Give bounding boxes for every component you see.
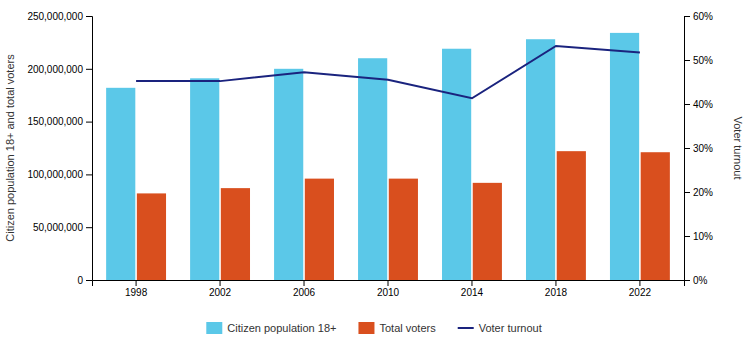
tick-mark [684, 60, 690, 61]
legend: Citizen population 18+ Total voters Voter … [206, 322, 541, 334]
tick-label: 1998 [125, 287, 148, 298]
chart: 1998 2002 2006 2010 2014 2018 2022 0 50,000,000 1… [0, 0, 748, 342]
line [136, 46, 640, 98]
tick-label: 30% [693, 143, 713, 154]
bar [473, 183, 502, 280]
legend-label: Total voters [379, 322, 436, 334]
legend-label: Citizen population 18+ [227, 322, 336, 334]
bar [641, 152, 670, 280]
x-axis: 1998 2002 2006 2010 2014 2018 2022 [93, 280, 685, 298]
legend-item: Total voters [358, 322, 436, 334]
bar [526, 39, 555, 280]
bar [221, 188, 250, 280]
tick-mark [684, 192, 690, 193]
legend-swatch [358, 322, 374, 334]
tick-mark [86, 227, 92, 228]
tick-label: 60% [693, 11, 713, 22]
tick: 2022 [629, 280, 652, 298]
tick-label: 10% [693, 231, 713, 242]
bar [137, 193, 166, 280]
tick-label: 200,000,000 [27, 64, 83, 75]
tick-label: 0% [693, 275, 708, 286]
bar [358, 58, 387, 280]
tick: 2018 [545, 280, 568, 298]
tick-label: 150,000,000 [27, 116, 83, 127]
tick-mark [684, 16, 690, 17]
axis-line [86, 17, 93, 281]
bar [389, 179, 418, 280]
tick-label: 0 [77, 275, 83, 286]
tick-mark [136, 280, 137, 286]
y-axis: 0 50,000,000 100,000,000 150,000,000 200,000… [27, 11, 92, 286]
tick-mark [220, 280, 221, 286]
tick-mark [86, 69, 92, 70]
tick-label: 250,000,000 [27, 11, 83, 22]
tick: 2006 [293, 280, 316, 298]
tick-mark [684, 236, 690, 237]
tick-label: 50,000,000 [33, 222, 83, 233]
bar-series [137, 151, 670, 280]
tick-label: 2010 [377, 287, 400, 298]
tick-mark [684, 280, 690, 281]
tick: 200,000,000 [27, 64, 92, 75]
tick: 0% [684, 275, 708, 286]
tick-label: 2002 [209, 287, 232, 298]
bar [106, 88, 135, 280]
legend-item: Citizen population 18+ [206, 322, 336, 334]
tick: 1998 [125, 280, 148, 298]
bar [557, 151, 586, 280]
bar [610, 33, 639, 280]
tick: 2014 [461, 280, 484, 298]
bar [305, 179, 334, 280]
axis-line [93, 281, 685, 287]
tick-label: 20% [693, 187, 713, 198]
bar [190, 78, 219, 280]
plot: 1998 2002 2006 2010 2014 2018 2022 0 50,000,000 1… [4, 11, 744, 298]
tick: 50,000,000 [33, 222, 92, 233]
tick-label: 2022 [629, 287, 652, 298]
tick: 2002 [209, 280, 232, 298]
tick-label: 40% [693, 99, 713, 110]
tick-label: 2018 [545, 287, 568, 298]
tick: 50% [684, 55, 713, 66]
tick-label: 2014 [461, 287, 484, 298]
tick-label: 50% [693, 55, 713, 66]
tick-mark [86, 16, 92, 17]
tick-mark [684, 148, 690, 149]
tick: 40% [684, 99, 713, 110]
tick-mark [86, 174, 92, 175]
tick-mark [639, 280, 640, 286]
legend-label: Voter turnout [479, 322, 542, 334]
tick: 100,000,000 [27, 169, 92, 180]
tick: 150,000,000 [27, 116, 92, 127]
tick: 0 [77, 275, 92, 286]
bar [442, 49, 471, 280]
tick: 2010 [377, 280, 400, 298]
tick: 10% [684, 231, 713, 242]
y2-axis: 0% 10% 20% 30% 40% 50% 60% [684, 11, 713, 286]
tick-label: 100,000,000 [27, 169, 83, 180]
tick-mark [86, 122, 92, 123]
tick-mark [86, 280, 92, 281]
tick-mark [684, 104, 690, 105]
tick-mark [555, 280, 556, 286]
marks [106, 33, 670, 280]
bar-series [106, 33, 639, 280]
tick: 30% [684, 143, 713, 154]
legend-item: Voter turnout [458, 322, 542, 334]
axis-line [685, 17, 691, 281]
y2-axis-title: Voter turnout [732, 117, 744, 180]
tick: 250,000,000 [27, 11, 92, 22]
tick-label: 2006 [293, 287, 316, 298]
tick: 60% [684, 11, 713, 22]
legend-swatch [206, 322, 222, 334]
legend-swatch [458, 327, 474, 329]
tick-mark [471, 280, 472, 286]
tick-mark [388, 280, 389, 286]
bar [274, 69, 303, 280]
tick: 20% [684, 187, 713, 198]
y-axis-title: Citizen population 18+ and total voters [4, 54, 16, 242]
tick-mark [304, 280, 305, 286]
